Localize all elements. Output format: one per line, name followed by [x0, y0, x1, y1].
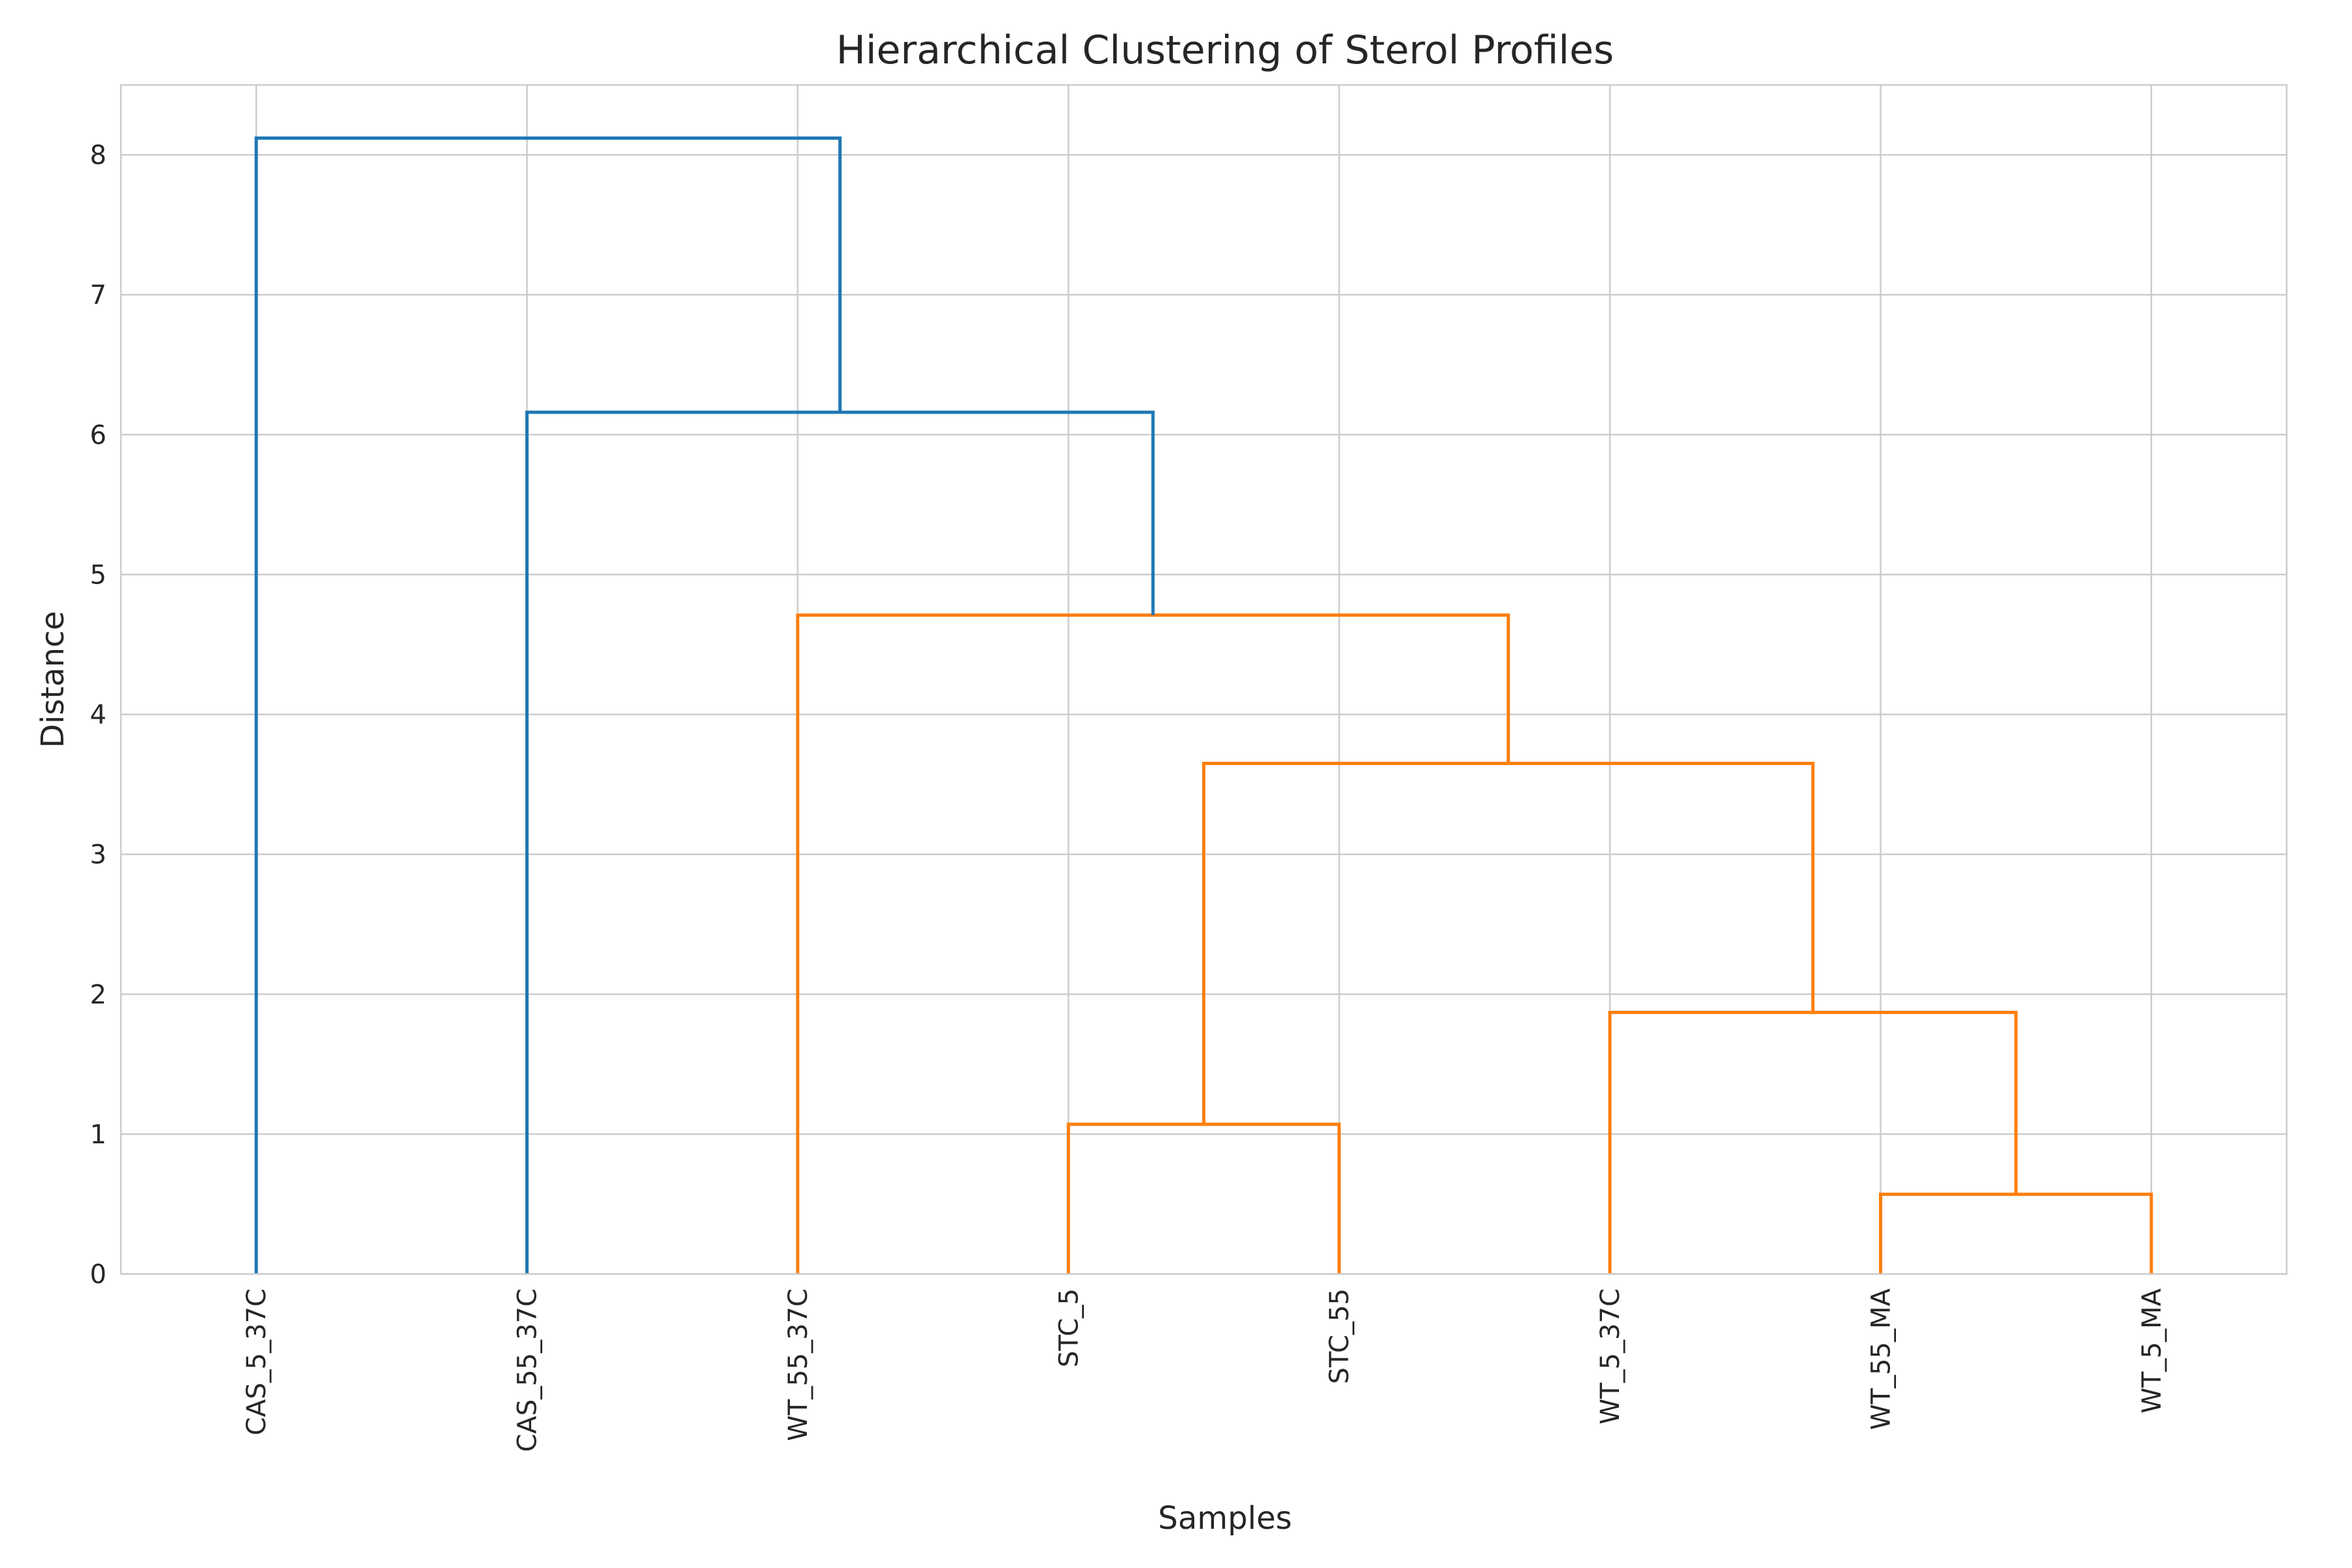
x-tick-label: WT_5_37C [1595, 1288, 1625, 1424]
dendrogram-link-2 [1608, 1011, 2018, 1274]
dendrogram-link-3 [1202, 761, 1815, 1124]
chart-title: Hierarchical Clustering of Sterol Profil… [836, 27, 1614, 73]
x-tick-label: CAS_55_37C [513, 1288, 543, 1452]
x-tick-label: STC_5 [1054, 1288, 1084, 1367]
y-tick-label: 4 [90, 700, 106, 730]
x-tick-label: STC_55 [1325, 1288, 1355, 1384]
x-tick-label: CAS_5_37C [242, 1288, 272, 1435]
y-tick-label: 2 [90, 980, 106, 1010]
y-tick-label: 0 [90, 1260, 106, 1290]
x-axis-ticks: CAS_5_37C CAS_55_37C WT_55_37C STC_5 STC_55 W… [242, 1288, 2167, 1452]
y-tick-label: 8 [90, 140, 106, 171]
grid [121, 85, 2287, 1275]
y-tick-label: 5 [90, 560, 106, 590]
x-tick-label: WT_55_MA [1866, 1288, 1896, 1429]
y-axis-ticks: 0 1 2 3 4 5 6 7 8 [90, 140, 106, 1290]
x-tick-label: WT_5_MA [2137, 1288, 2167, 1413]
x-tick-label: WT_55_37C [783, 1288, 813, 1441]
y-axis-label: Distance [35, 611, 71, 748]
y-tick-label: 3 [90, 840, 106, 870]
dendrogram-link-6 [254, 136, 842, 1274]
dendrogram-link-0 [1878, 1192, 2153, 1274]
dendrogram-link-4 [796, 613, 1511, 1274]
y-tick-label: 6 [90, 420, 106, 450]
y-tick-label: 7 [90, 280, 106, 310]
x-axis-label: Samples [1158, 1500, 1292, 1537]
plot-frame [120, 84, 2288, 1275]
y-tick-label: 1 [90, 1120, 106, 1150]
dendrogram-links [254, 136, 2153, 1274]
dendrogram-link-1 [1066, 1122, 1341, 1274]
dendrogram-link-5 [525, 410, 1155, 1274]
